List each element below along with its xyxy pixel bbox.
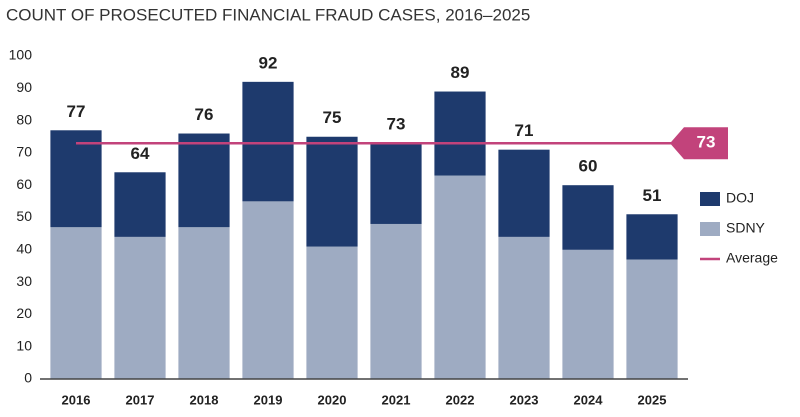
y-tick-label: 0: [24, 370, 32, 386]
x-tick-label: 2017: [126, 392, 155, 407]
bar-segment: [114, 236, 166, 379]
bar-segment: [626, 214, 678, 260]
total-label: 89: [451, 63, 470, 82]
x-tick-label: 2021: [382, 392, 411, 407]
bar-segment: [50, 227, 102, 379]
total-label: 76: [195, 105, 214, 124]
bar-segment: [114, 172, 166, 237]
bar-segment: [626, 259, 678, 379]
x-tick-label: 2022: [446, 392, 475, 407]
bar-segment: [242, 81, 294, 202]
legend-label: DOJ: [726, 190, 754, 206]
bar-segment: [370, 143, 422, 224]
x-tick-label: 2016: [62, 392, 91, 407]
legend-label: Average: [726, 250, 778, 266]
bar-segment: [498, 149, 550, 237]
bar-segment: [306, 136, 358, 247]
y-tick-label: 50: [16, 208, 32, 224]
chart-title: COUNT OF PROSECUTED FINANCIAL FRAUD CASE…: [6, 5, 530, 24]
bar-segment: [434, 175, 486, 379]
total-label: 73: [387, 115, 406, 134]
bar-segment: [434, 91, 486, 176]
y-tick-label: 70: [16, 144, 32, 160]
bar-segment: [178, 227, 230, 379]
y-tick-label: 20: [16, 305, 32, 321]
bar-segment: [50, 130, 102, 228]
bar-segment: [562, 185, 614, 250]
y-tick-label: 100: [9, 47, 33, 63]
average-label: 73: [697, 133, 716, 152]
x-tick-label: 2023: [510, 392, 539, 407]
bar-segment: [370, 223, 422, 379]
bar-segment: [562, 249, 614, 379]
y-tick-label: 80: [16, 111, 32, 127]
total-label: 75: [323, 108, 342, 127]
bar-segment: [178, 133, 230, 228]
x-tick-label: 2018: [190, 392, 219, 407]
average-tag: [670, 127, 728, 160]
legend-label: SDNY: [726, 220, 766, 236]
bar-segment: [498, 236, 550, 379]
total-label: 51: [643, 186, 662, 205]
x-tick-label: 2019: [254, 392, 283, 407]
total-label: 64: [131, 144, 150, 163]
x-tick-label: 2024: [574, 392, 604, 407]
y-tick-label: 10: [16, 337, 32, 353]
legend-swatch: [700, 222, 720, 236]
bar-segment: [242, 201, 294, 379]
y-tick-label: 60: [16, 176, 32, 192]
total-label: 71: [515, 121, 534, 140]
total-label: 77: [67, 102, 86, 121]
x-tick-label: 2025: [638, 392, 667, 407]
legend-swatch: [700, 192, 720, 206]
y-tick-label: 40: [16, 241, 32, 257]
bar-segment: [306, 246, 358, 379]
y-tick-label: 90: [16, 79, 32, 95]
total-label: 60: [579, 157, 598, 176]
y-tick-label: 30: [16, 273, 32, 289]
total-label: 92: [259, 53, 278, 72]
x-tick-label: 2020: [318, 392, 347, 407]
